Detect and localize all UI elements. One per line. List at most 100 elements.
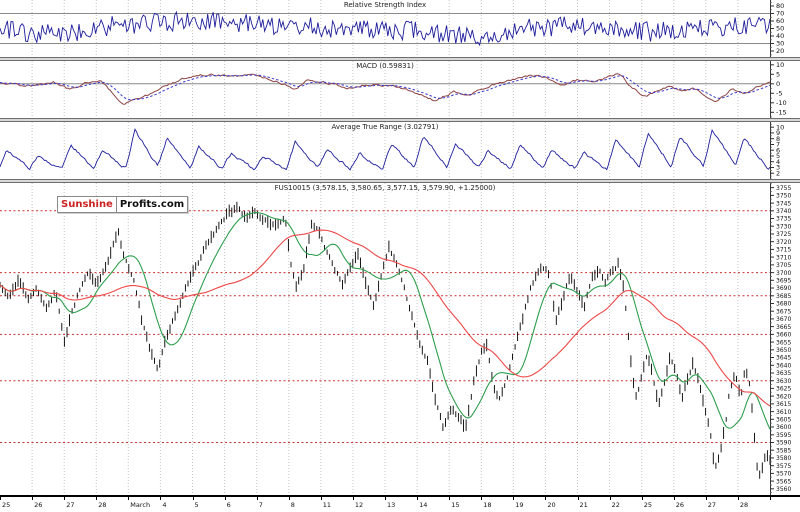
y-tick-label: 9	[776, 129, 780, 137]
x-tick	[32, 497, 34, 500]
y-tick-label: 3635	[776, 370, 791, 377]
rsi-panel: 80 70 60 50 40 30 20 Relative Strength Index	[0, 0, 800, 57]
ma-fast-line	[0, 211, 771, 430]
x-axis-label: 26	[675, 501, 685, 509]
y-tick-label: 7	[776, 141, 780, 149]
x-axis-label: 5	[194, 501, 199, 509]
x-tick	[64, 497, 66, 500]
x-axis-label: 28	[739, 501, 749, 509]
x-tick	[192, 497, 194, 500]
y-tick-label: 60	[776, 17, 784, 25]
y-tick-label: 3735	[776, 216, 791, 223]
y-tick-label: 3660	[776, 332, 791, 339]
macd-line	[0, 73, 771, 105]
x-tick	[737, 497, 739, 500]
x-axis-label: 28	[98, 501, 107, 509]
y-tick-label: 30	[776, 40, 784, 48]
y-tick-label: 70	[776, 10, 784, 18]
x-tick	[417, 497, 419, 500]
y-tick-label: 3590	[776, 440, 791, 447]
x-axis-label: March	[130, 501, 151, 509]
y-tick-label: 3685	[776, 293, 791, 300]
y-tick-label: 20	[776, 47, 784, 55]
y-tick-label: 3665	[776, 324, 791, 331]
price-plot: 3755375037453740373537303725372037153710…	[0, 183, 791, 495]
x-tick	[545, 497, 547, 500]
y-tick-label: 3745	[776, 200, 791, 207]
y-tick-label: 3730	[776, 223, 791, 230]
y-tick-label: 3	[776, 164, 780, 172]
x-axis-label: 7	[258, 501, 263, 509]
y-tick-label: 3725	[776, 231, 791, 238]
y-tick-label: -10	[776, 99, 787, 107]
x-axis-label: 8	[290, 501, 295, 509]
y-tick-label: 3620	[776, 393, 791, 400]
y-tick-label: 3655	[776, 339, 791, 346]
x-axis-label: 20	[547, 501, 556, 509]
y-tick-label: 5	[776, 152, 780, 160]
macd-signal-line	[0, 74, 771, 101]
y-tick-label: 10	[776, 123, 784, 131]
x-tick	[513, 497, 515, 500]
y-tick-label: 3575	[776, 463, 791, 470]
y-tick-label: 3695	[776, 278, 791, 285]
y-tick-label: 3600	[776, 424, 791, 431]
x-axis-label: 26	[34, 501, 43, 509]
macd-panel: 10 5 0 -5 -10 -15 MACD (0.59831)	[0, 61, 800, 118]
y-tick-label: 3650	[776, 347, 791, 354]
y-tick-label: 3670	[776, 316, 791, 323]
y-tick-label: 3595	[776, 432, 791, 439]
x-axis-label: 19	[515, 501, 524, 509]
x-axis-label: 14	[419, 501, 428, 509]
sunshineprofits-logo: Sunshine Profits.com	[57, 196, 189, 213]
x-tick	[256, 497, 258, 500]
x-tick	[160, 497, 162, 500]
x-tick	[770, 497, 771, 500]
x-axis-label: 27	[707, 501, 717, 509]
x-tick	[705, 497, 707, 500]
y-tick-label: 3570	[776, 471, 791, 478]
x-tick	[577, 497, 579, 500]
x-axis-label: 6	[226, 501, 231, 509]
panel-separator	[0, 118, 800, 122]
y-tick-label: 40	[776, 32, 784, 40]
y-tick-label: 3720	[776, 239, 791, 246]
y-tick-label: -5	[776, 90, 782, 98]
y-tick-label: 8	[776, 135, 780, 143]
logo-sunshine-text: Sunshine	[58, 197, 117, 212]
x-axis-label: 27	[66, 501, 75, 509]
y-tick-label: 3675	[776, 308, 791, 315]
y-tick-label: 3750	[776, 193, 791, 200]
y-tick-label: 3690	[776, 285, 791, 292]
x-tick	[320, 497, 322, 500]
y-tick-label: 3645	[776, 355, 791, 362]
x-axis-label: 11	[322, 501, 332, 509]
panel-separator	[0, 179, 800, 183]
y-tick-label: 3585	[776, 447, 791, 454]
y-tick-label: 3580	[776, 455, 791, 462]
y-tick-label: 3710	[776, 254, 791, 261]
x-tick	[641, 497, 643, 500]
y-tick-label: 3705	[776, 262, 791, 269]
vertical-gridlines	[31, 183, 739, 495]
x-axis-label: 22	[611, 501, 620, 509]
x-axis: 25 26 27 28 March 4 5 6 7 8 11 12 13 14 15 18 19 20 21 22 25…	[0, 495, 800, 512]
ma-slow-line	[0, 229, 771, 407]
y-tick-label: 50	[776, 25, 784, 33]
x-tick	[449, 497, 451, 500]
y-tick-label: 5	[776, 71, 780, 79]
y-tick-label: -15	[776, 109, 787, 117]
atr-line	[0, 128, 771, 171]
y-tick-label: 10	[776, 61, 784, 69]
macd-plot: 10 50 -5-10 -15	[0, 61, 787, 118]
atr-panel: 10 9 8 7 6 5 4 3 2 Average True Range (3.02791)	[0, 122, 800, 179]
x-axis-label: 25	[2, 501, 11, 509]
x-tick	[481, 497, 483, 500]
x-axis-label: 21	[579, 501, 588, 509]
y-tick-label: 3700	[776, 270, 791, 277]
x-tick	[609, 497, 611, 500]
y-tick-label: 2	[776, 169, 780, 177]
x-axis-label: 13	[387, 501, 396, 509]
